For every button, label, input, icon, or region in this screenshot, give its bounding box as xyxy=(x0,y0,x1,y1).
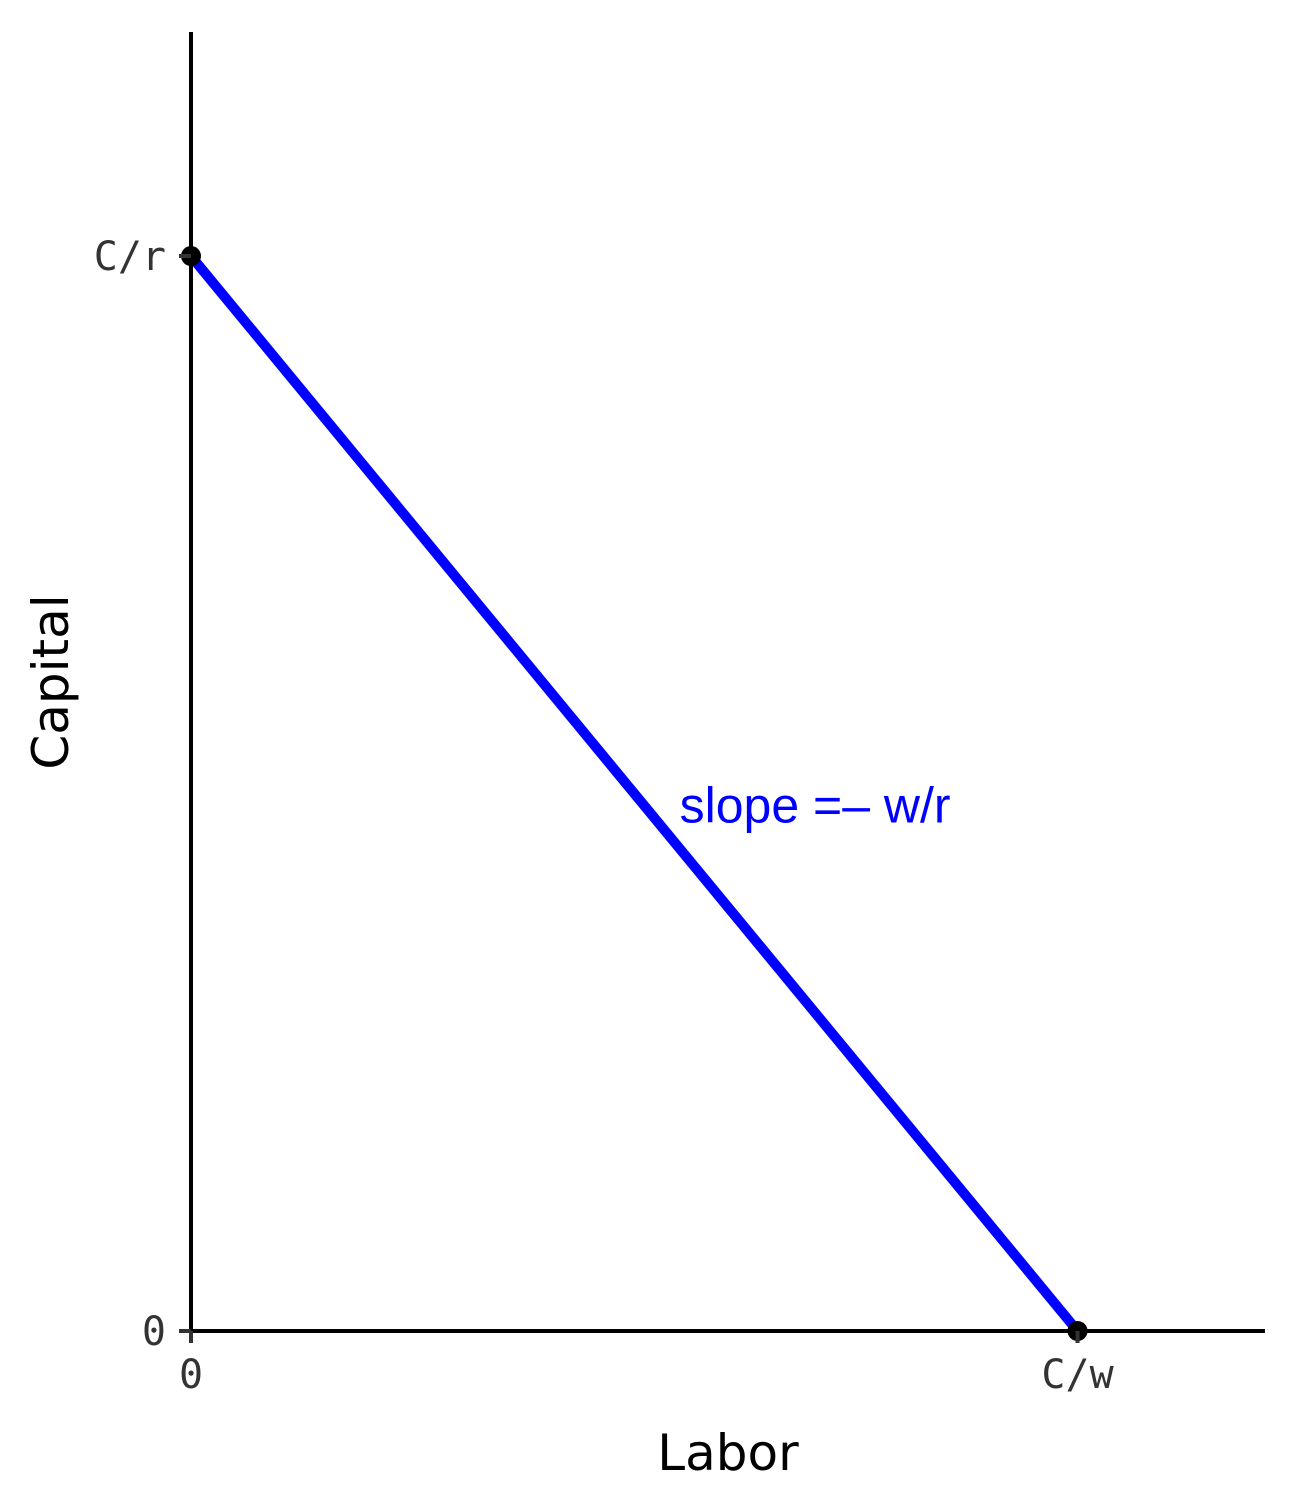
y-axis-title: Capital xyxy=(22,594,80,769)
y-tick-label-1: C/r xyxy=(94,234,166,280)
y-tick-label-0: 0 xyxy=(142,1309,166,1355)
x-tick-label-1: C/w xyxy=(1041,1352,1114,1398)
chart-marks: 0 C/w 0 C/r slope =– w/r xyxy=(94,234,1115,1398)
slope-annotation: slope =– w/r xyxy=(680,778,951,834)
x-tick-label-0: 0 xyxy=(179,1352,203,1398)
series-line-0 xyxy=(187,252,1082,1335)
x-axis-title: Labor xyxy=(657,1424,799,1482)
